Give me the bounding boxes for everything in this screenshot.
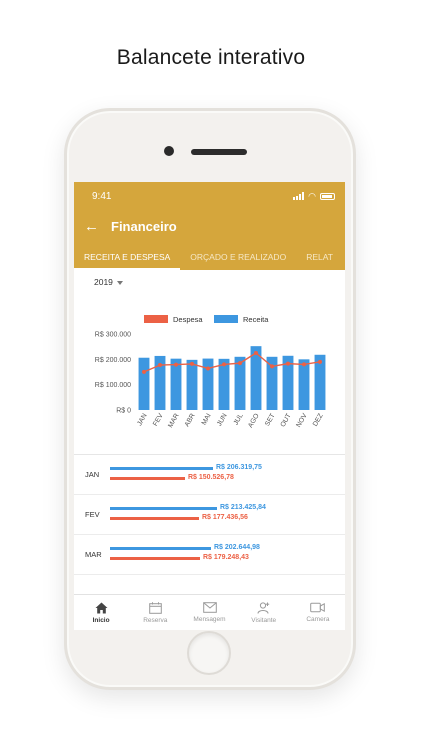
bar-receita (170, 358, 182, 410)
legend-receita-label: Receita (243, 315, 269, 324)
bar-receita (266, 356, 278, 410)
summary-despesa-bar (110, 477, 185, 480)
x-tick-label: OUT (279, 413, 292, 429)
y-tick-label: R$ 300.000 (95, 332, 131, 339)
tab-orcado-realizado[interactable]: ORÇADO E REALIZADO (190, 251, 287, 262)
chart-area: Despesa Receita R$ 300.000 R$ 200.000 R$ 10… (74, 294, 345, 454)
summary-receita-bar (110, 547, 211, 550)
status-bar: 9:41 ◠ (74, 182, 345, 210)
summary-receita-value: R$ 213.425,84 (220, 504, 266, 511)
summary-receita-value: R$ 202.644,98 (214, 544, 260, 551)
x-tick-label: NOV (295, 412, 309, 429)
point-despesa (174, 362, 178, 367)
nav-camera[interactable]: Camera (291, 595, 345, 630)
app-screen: 9:41 ◠ ← Financeiro RECEITA E DESPESA OR… (74, 182, 345, 630)
battery-icon (320, 192, 335, 200)
bar-receita (234, 356, 246, 410)
calendar-icon (148, 601, 162, 614)
video-camera-icon (310, 602, 326, 613)
bar-receita (154, 355, 166, 410)
summary-row[interactable]: MAR R$ 202.644,98 R$ 179.248,43 (74, 535, 345, 575)
add-person-icon (257, 601, 270, 614)
signal-icon (293, 192, 305, 200)
chevron-down-icon (116, 280, 123, 285)
point-despesa (222, 362, 226, 367)
home-button[interactable] (187, 631, 231, 675)
nav-inicio[interactable]: Inicio (74, 595, 128, 630)
point-despesa (270, 364, 274, 369)
envelope-icon (202, 602, 217, 613)
bar-receita (250, 346, 262, 410)
y-tick-label: R$ 100.000 (95, 382, 131, 389)
bar-line-chart: Despesa Receita R$ 300.000 R$ 200.000 R$ 10… (95, 315, 326, 430)
x-tick-label: SET (264, 413, 277, 428)
tab-bar: RECEITA E DESPESA ORÇADO E REALIZADO REL… (74, 243, 345, 270)
summary-despesa-value: R$ 150.526,78 (188, 474, 234, 481)
x-tick-label: JUL (233, 412, 245, 426)
x-tick-label: ABR (184, 412, 197, 428)
summary-row[interactable]: FEV R$ 213.425,84 R$ 177.436,56 (74, 495, 345, 535)
bar-receita (282, 355, 294, 410)
point-despesa (318, 359, 322, 364)
bar-receita (202, 358, 214, 410)
x-tick-label: AGO (247, 413, 261, 430)
tab-receita-despesa[interactable]: RECEITA E DESPESA (74, 243, 181, 270)
nav-visitante[interactable]: Visitante (237, 595, 291, 630)
nav-reserva[interactable]: Reserva (128, 595, 182, 630)
bar-receita (314, 354, 326, 410)
point-despesa (206, 366, 210, 371)
home-icon (95, 602, 108, 613)
x-tick-label: JUN (216, 412, 229, 427)
year-selector[interactable]: 2019 (74, 270, 345, 294)
bar-receita (218, 358, 230, 410)
point-despesa (302, 362, 306, 367)
x-tick-label: DEZ (312, 413, 325, 428)
summary-month: MAR (85, 550, 102, 559)
bar-receita (138, 357, 150, 410)
earpiece-speaker (191, 149, 247, 155)
legend-despesa-swatch (144, 315, 168, 323)
summary-receita-bar (110, 467, 213, 470)
point-despesa (286, 361, 290, 366)
front-camera (164, 146, 174, 156)
point-despesa (238, 361, 242, 366)
nav-mensagem[interactable]: Mensagem (182, 595, 236, 630)
bottom-navigation: Inicio Reserva Mensagem Visitante Camera (74, 594, 345, 630)
bar-receita (298, 359, 310, 410)
monthly-summary-list: JAN R$ 206.319,75 R$ 150.526,78 FEV R$ 213.4… (74, 455, 345, 576)
phone-mockup: 9:41 ◠ ← Financeiro RECEITA E DESPESA OR… (64, 108, 356, 690)
summary-despesa-value: R$ 179.248,43 (203, 554, 249, 561)
summary-row[interactable]: JAN R$ 206.319,75 R$ 150.526,78 (74, 455, 345, 495)
summary-despesa-bar (110, 557, 200, 560)
wifi-icon: ◠ (308, 190, 316, 201)
page-headline: Balancete interativo (116, 46, 306, 69)
x-tick-label: FEV (152, 412, 165, 427)
app-bar: ← Financeiro (74, 210, 345, 243)
summary-receita-bar (110, 507, 217, 510)
arrow-left-icon[interactable]: ← (84, 218, 99, 235)
summary-month: JAN (85, 470, 100, 479)
x-tick-label: JAN (136, 412, 149, 427)
status-time: 9:41 (92, 190, 112, 202)
y-tick-label: R$ 0 (116, 408, 131, 415)
line-despesa (143, 352, 321, 373)
legend-receita-swatch (214, 315, 238, 323)
summary-month: FEV (85, 510, 100, 519)
summary-despesa-bar (110, 517, 199, 520)
point-despesa (254, 351, 258, 355)
legend-despesa-label: Despesa (173, 315, 203, 324)
bar-receita (186, 359, 198, 410)
tab-relatorios[interactable]: RELAT (306, 251, 333, 262)
point-despesa (142, 369, 146, 374)
page-title: Financeiro (111, 219, 177, 234)
summary-despesa-value: R$ 177.436,56 (202, 514, 248, 521)
point-despesa (158, 363, 162, 368)
y-tick-label: R$ 200.000 (95, 357, 131, 364)
point-despesa (190, 361, 194, 366)
x-tick-label: MAR (167, 412, 181, 429)
year-value: 2019 (94, 277, 113, 287)
summary-receita-value: R$ 206.319,75 (216, 464, 262, 471)
x-tick-label: MAI (201, 412, 213, 426)
